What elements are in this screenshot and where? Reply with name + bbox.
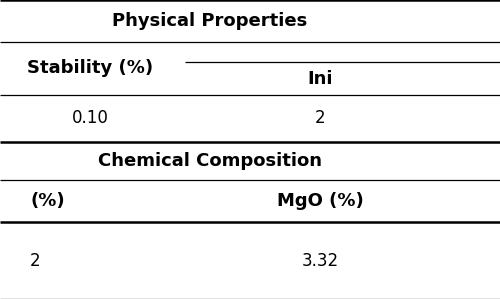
Text: Ini: Ini [307, 70, 333, 88]
Text: 0.10: 0.10 [72, 109, 108, 127]
Text: Physical Properties: Physical Properties [112, 12, 308, 30]
Text: Stability (%): Stability (%) [27, 60, 153, 77]
Text: 2: 2 [30, 251, 40, 269]
Text: Chemical Composition: Chemical Composition [98, 152, 322, 170]
Text: 2: 2 [314, 109, 326, 127]
Text: MgO (%): MgO (%) [276, 192, 364, 210]
Text: 3.32: 3.32 [302, 251, 339, 269]
Text: (%): (%) [30, 192, 64, 210]
